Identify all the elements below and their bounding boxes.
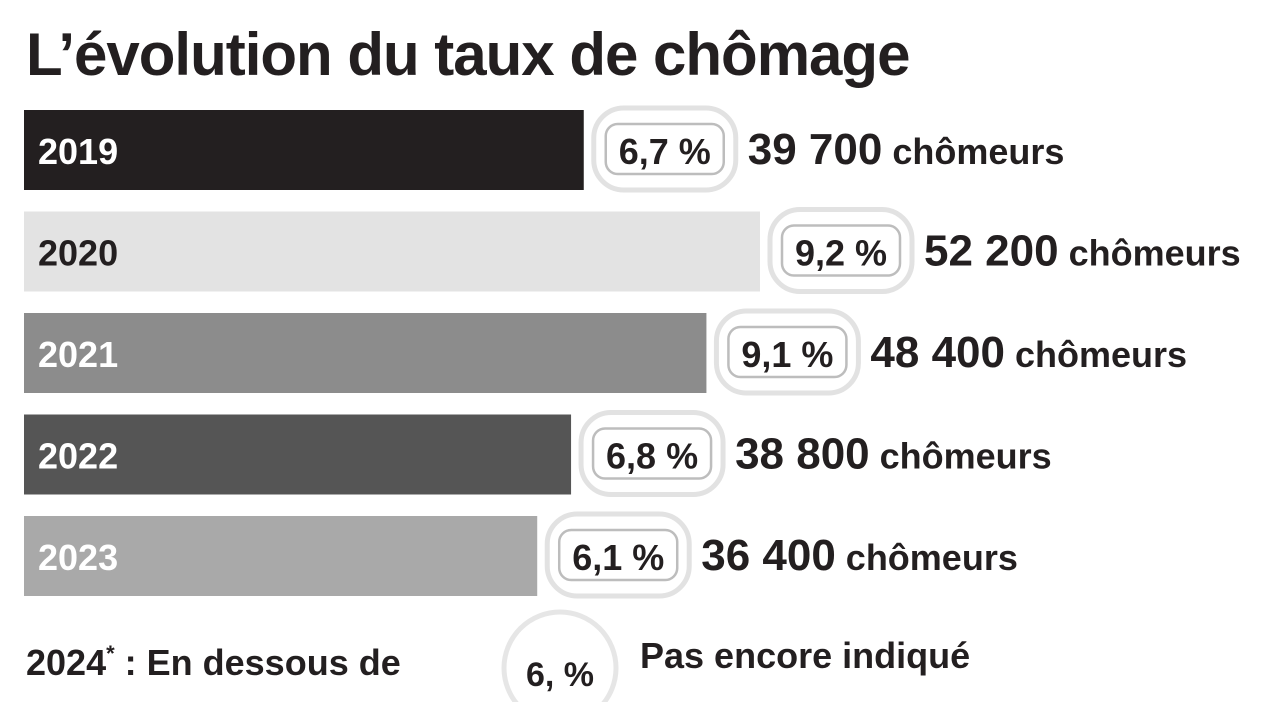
rate-label: 6,1 % — [572, 537, 664, 578]
count-label: 38 800 chômeurs — [735, 430, 1052, 479]
count-unit: chômeurs — [892, 131, 1064, 172]
footnote-marker: * — [106, 641, 115, 666]
category-label: 2019 — [38, 131, 118, 172]
category-label: 2022 — [38, 436, 118, 477]
chart-title: L’évolution du taux de chômage — [26, 21, 909, 88]
rate-circle — [501, 609, 619, 702]
rate-pill-inner — [727, 325, 848, 379]
category-label: 2021 — [38, 334, 118, 375]
rate-pill-inner — [604, 122, 726, 176]
count-value: 36 400 — [701, 531, 836, 580]
count-value: 39 700 — [748, 125, 883, 174]
count-unit: chômeurs — [880, 436, 1052, 477]
count-value: 38 800 — [735, 430, 870, 479]
footnote: 2024* : En dessous de 6, % Pas encore in… — [26, 609, 970, 702]
rate-pill-inner — [591, 427, 713, 480]
footnote-label: : En dessous de — [115, 642, 401, 683]
footnote-status: Pas encore indiqué — [640, 635, 970, 676]
rate-pill-inner — [780, 224, 902, 277]
count-value: 48 400 — [870, 328, 1005, 377]
bar — [24, 414, 572, 495]
rate-label: 6,8 % — [606, 436, 698, 477]
bar — [24, 110, 584, 190]
bar — [24, 211, 760, 292]
count-unit: chômeurs — [846, 537, 1018, 578]
rate-pill-inner — [557, 528, 679, 582]
rate-label: 9,2 % — [795, 233, 887, 274]
category-label: 2020 — [38, 233, 118, 274]
category-label: 2023 — [38, 537, 118, 578]
count-label: 36 400 chômeurs — [701, 531, 1018, 580]
footnote-text: 2024* : En dessous de — [26, 641, 401, 683]
count-value: 52 200 — [924, 227, 1059, 276]
count-unit: chômeurs — [1069, 233, 1241, 274]
count-label: 48 400 chômeurs — [870, 328, 1187, 377]
bar — [24, 313, 707, 393]
rate-label: 6, % — [526, 656, 594, 694]
rate-label: 6,7 % — [619, 131, 711, 172]
count-unit: chômeurs — [1015, 334, 1187, 375]
count-label: 52 200 chômeurs — [924, 227, 1241, 276]
rate-label: 9,1 % — [741, 334, 833, 375]
bar — [24, 516, 538, 596]
footnote-year: 2024 — [26, 642, 106, 683]
count-label: 39 700 chômeurs — [748, 125, 1065, 174]
